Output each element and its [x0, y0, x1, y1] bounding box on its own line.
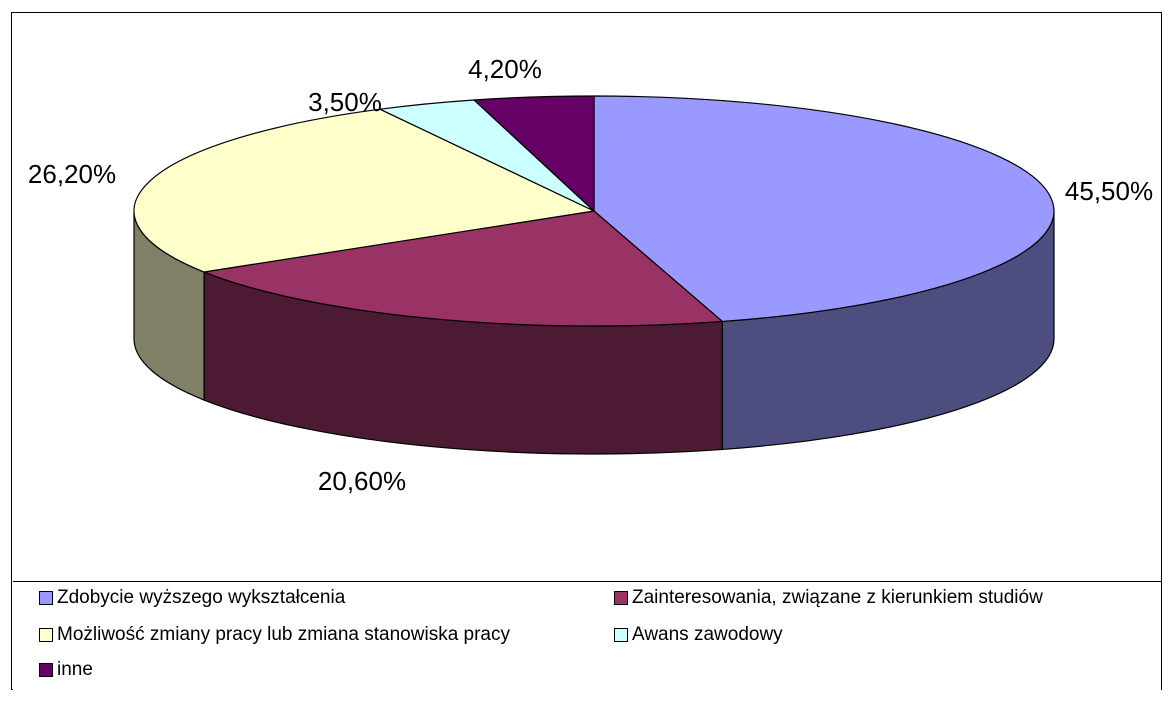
- data-label-1: 20,60%: [318, 466, 406, 496]
- legend-label-4: inne: [57, 659, 93, 680]
- legend-item-0: Zdobycie wyższego wykształcenia: [39, 587, 345, 609]
- legend-label-1: Zainteresowania, związane z kierunkiem s…: [632, 587, 1043, 608]
- pie-slice-0: [593, 95, 1055, 323]
- data-label-3: 3,50%: [308, 87, 382, 117]
- legend-swatch-2: [39, 628, 53, 642]
- legend-item-3: Awans zawodowy: [614, 624, 783, 646]
- pie-slice-2: [133, 108, 595, 273]
- legend-label-3: Awans zawodowy: [632, 624, 783, 645]
- data-label-4: 4,20%: [468, 54, 542, 84]
- legend-item-4: inne: [39, 659, 93, 681]
- pie-slice-4: [473, 95, 595, 212]
- legend-swatch-3: [614, 628, 628, 642]
- data-labels: 45,50% 20,60% 26,20% 3,50% 4,20%: [28, 54, 1153, 496]
- legend-swatch-0: [39, 591, 53, 605]
- data-label-2: 26,20%: [28, 159, 116, 189]
- legend-swatch-4: [39, 663, 53, 677]
- legend-swatch-1: [614, 591, 628, 605]
- pie-sides: [133, 210, 1055, 455]
- legend-item-2: Możliwość zmiany pracy lub zmiana stanow…: [39, 624, 510, 646]
- data-label-0: 45,50%: [1065, 176, 1153, 206]
- pie-slice-1: [203, 210, 723, 327]
- legend-item-1: Zainteresowania, związane z kierunkiem s…: [614, 587, 1043, 609]
- legend-label-2: Możliwość zmiany pracy lub zmiana stanow…: [57, 624, 510, 645]
- legend: Zdobycie wyższego wykształcenia Zainteres…: [13, 581, 1162, 690]
- legend-label-0: Zdobycie wyższego wykształcenia: [57, 587, 346, 608]
- pie-tops: [133, 95, 1055, 327]
